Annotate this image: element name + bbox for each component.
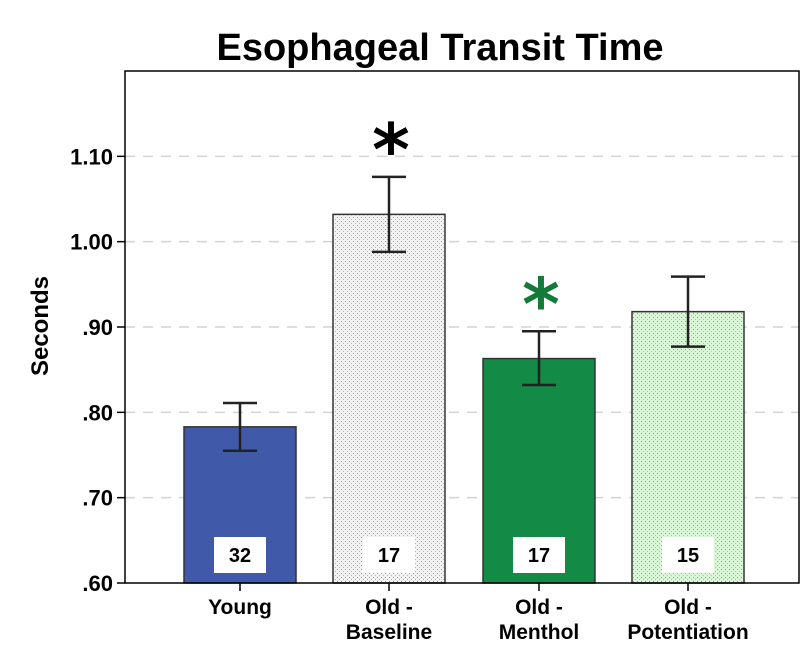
y-tick-label: .80 [82,400,113,425]
sample-size-label: 15 [677,545,699,567]
y-tick-label: 1.10 [70,144,113,169]
sample-size-labels: 32 17 17 15 [214,537,714,573]
sample-size-label: 32 [229,545,251,567]
x-tick-label: Old - [365,596,413,619]
y-axis-ticks: .60 .70 .80 .90 1.00 1.10 [70,144,125,596]
significance-star: * [522,262,560,346]
significance-markers: ** [372,108,560,346]
sample-size-box [214,537,266,573]
x-tick-label: Old - [664,596,712,619]
error-bars-group [223,175,705,452]
sample-size-label: 17 [378,545,400,567]
bars-group [183,213,745,584]
sample-size-label: 17 [528,545,550,567]
sample-size-box [363,537,415,573]
y-tick-label: .70 [82,486,113,511]
x-tick-label: Baseline [346,621,432,644]
sample-size-box [513,537,565,573]
bar-pattern [334,215,444,583]
y-tick-label: .60 [82,571,113,596]
y-axis-label: Seconds [27,276,54,376]
x-tick-label: Menthol [499,621,579,644]
y-tick-label: .90 [82,315,113,340]
x-tick-label: Old - [515,596,563,619]
chart-title: Esophageal Transit Time [216,27,663,69]
sample-size-box [662,537,714,573]
significance-star: * [372,108,410,192]
x-tick-label: Young [208,596,272,619]
x-tick-label: Potentiation [627,621,748,644]
y-tick-label: 1.00 [70,230,113,255]
